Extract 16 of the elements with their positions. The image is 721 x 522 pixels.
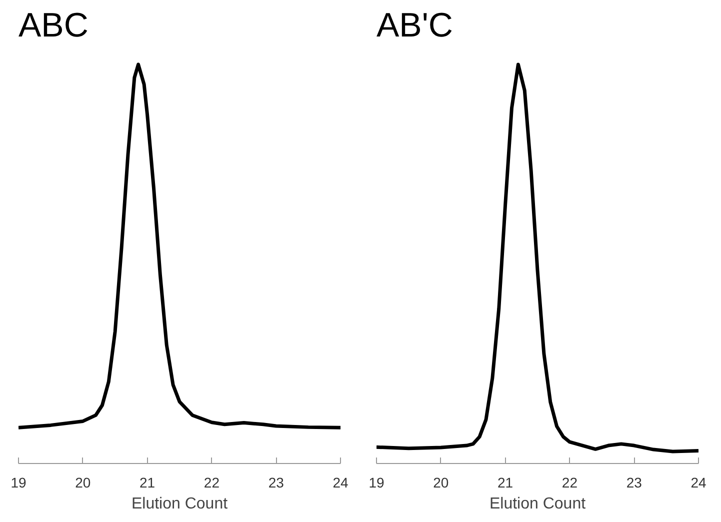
x-tick-label: 23 <box>268 474 284 490</box>
x-tick-label: 24 <box>332 474 348 490</box>
x-tick-label: 20 <box>433 474 449 490</box>
x-axis-title: Elution Count <box>131 496 228 512</box>
x-tick-label: 22 <box>204 474 220 490</box>
x-axis-title: Elution Count <box>489 496 586 512</box>
chart-title: AB'C <box>376 6 453 44</box>
x-tick-label: 21 <box>140 474 156 490</box>
x-tick-label: 19 <box>10 474 26 490</box>
x-tick-label: 24 <box>690 474 706 490</box>
x-tick-label: 20 <box>75 474 91 490</box>
x-tick-label: 21 <box>498 474 514 490</box>
x-tick-label: 19 <box>368 474 384 490</box>
x-tick-label: 22 <box>562 474 578 490</box>
chart-title: ABC <box>18 6 88 44</box>
x-tick-label: 23 <box>626 474 642 490</box>
